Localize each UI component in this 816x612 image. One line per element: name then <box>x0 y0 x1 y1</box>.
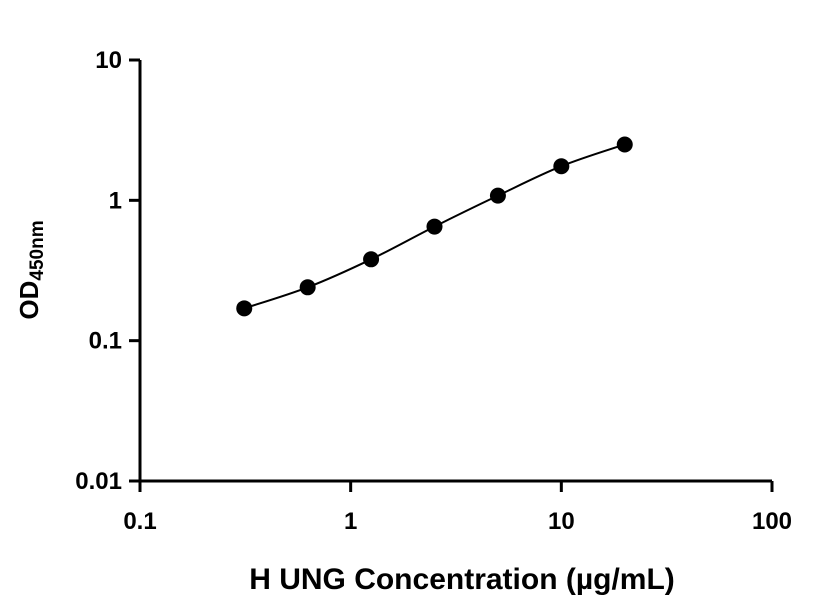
x-ticks: 0.1 1 10 100 <box>123 481 792 535</box>
y-axis-title-main: OD <box>14 281 44 320</box>
data-point-0 <box>236 300 253 317</box>
data-point-3 <box>426 218 443 235</box>
y-tick-label-3: 10 <box>95 47 122 74</box>
x-tick-label-2: 10 <box>548 508 575 535</box>
data-point-1 <box>299 279 316 296</box>
y-axis-title-subscript: 450nm <box>27 220 48 280</box>
x-axis: 0.1 1 10 100 <box>123 479 792 535</box>
x-axis-title: H UNG Concentration (µg/mL) <box>249 563 675 596</box>
data-point-2 <box>363 251 380 268</box>
data-point-4 <box>489 187 506 204</box>
data-point-5 <box>553 158 570 175</box>
x-tick-label-3: 100 <box>752 508 792 535</box>
plot-area <box>236 136 633 317</box>
y-axis-title: OD450nm <box>14 220 48 319</box>
data-point-6 <box>616 136 633 153</box>
y-ticks: 0.01 0.1 1 10 <box>75 47 140 495</box>
y-axis: 0.01 0.1 1 10 <box>75 47 142 495</box>
y-tick-label-0: 0.01 <box>75 468 122 495</box>
y-tick-label-1: 0.1 <box>89 328 122 355</box>
y-tick-label-2: 1 <box>109 187 122 214</box>
data-points <box>236 136 633 317</box>
x-tick-label-1: 1 <box>344 508 357 535</box>
x-tick-label-0: 0.1 <box>123 508 156 535</box>
